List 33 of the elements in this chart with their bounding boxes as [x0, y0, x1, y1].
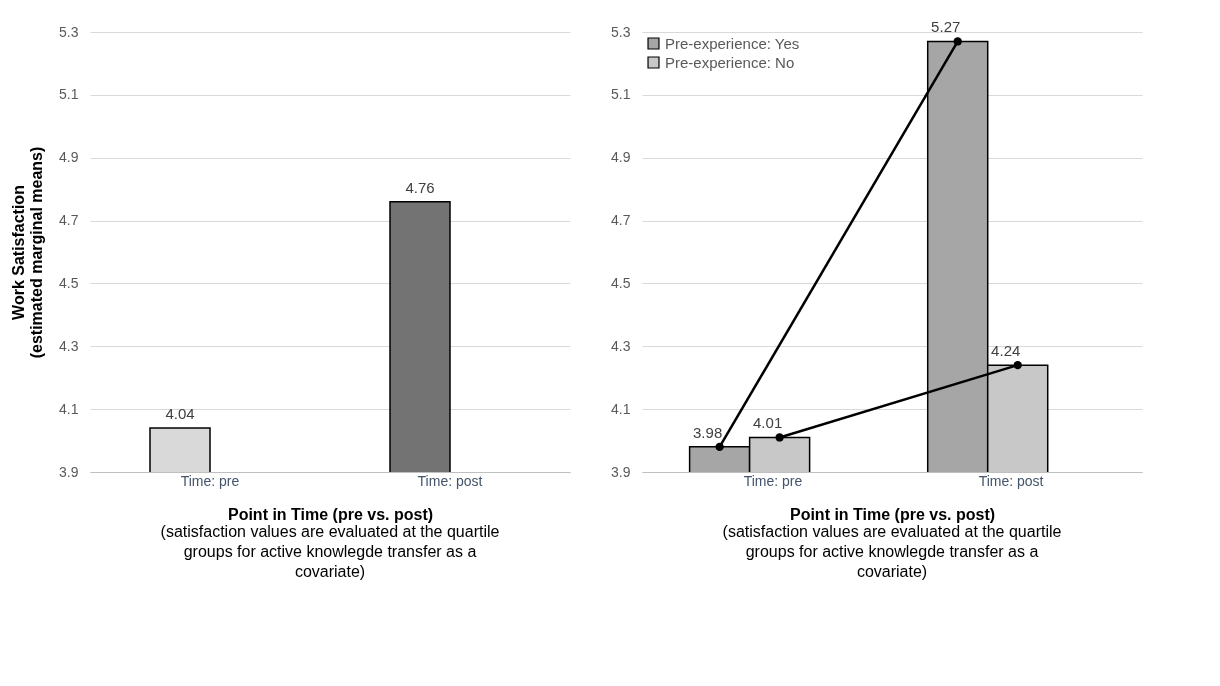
y-tick-label: 4.9	[59, 149, 79, 166]
data-label: 4.76	[405, 178, 435, 196]
data-label: 4.04	[165, 405, 195, 422]
y-tick-label: 5.1	[611, 86, 631, 103]
y-tick-label: 5.3	[611, 23, 631, 40]
data-label: 4.01	[753, 414, 783, 432]
y-tick-label: 3.9	[611, 463, 631, 480]
y-tick-label: 4.3	[59, 337, 79, 354]
legend-label: Pre-experience: Yes	[665, 34, 800, 52]
y-tick-label: 4.1	[59, 400, 79, 417]
data-label: 3.98	[693, 423, 723, 441]
text: (satisfaction values are evaluated at the quartile groups for active knowlegde transfer as a covariate)	[722, 523, 1062, 580]
x-tick-label: Time: post	[417, 472, 483, 489]
y-axis-title: Work Satisfaction (estimated marginal means)	[10, 146, 46, 359]
x-axis-title: Point in Time (pre vs. post)	[789, 505, 996, 523]
y-tick-label: 5.3	[59, 23, 79, 40]
x-axis-title: Point in Time (pre vs. post)	[227, 505, 434, 523]
x-tick-label: Time: pre	[743, 472, 803, 489]
x-tick-label: Time: pre	[180, 472, 240, 489]
y-tick-label: 5.1	[59, 86, 79, 103]
y-tick-label: 4.3	[611, 337, 631, 354]
y-tick-label: 4.7	[59, 212, 79, 229]
y-tick-label: 3.9	[59, 463, 79, 480]
y-tick-label: 4.5	[611, 274, 631, 291]
y-tick-label: 4.7	[611, 212, 631, 229]
x-tick-label: Time: post	[978, 472, 1044, 489]
data-label: 5.27	[931, 18, 961, 36]
y-tick-label: 4.1	[611, 400, 631, 417]
text: (satisfaction values are evaluated at the quartile groups for active knowlegde transfer as a covariate)	[160, 523, 500, 580]
y-tick-label: 4.9	[611, 149, 631, 166]
y-tick-label: 4.5	[59, 274, 79, 291]
legend-label: Pre-experience: No	[665, 53, 795, 71]
data-label: 4.24	[991, 342, 1021, 360]
